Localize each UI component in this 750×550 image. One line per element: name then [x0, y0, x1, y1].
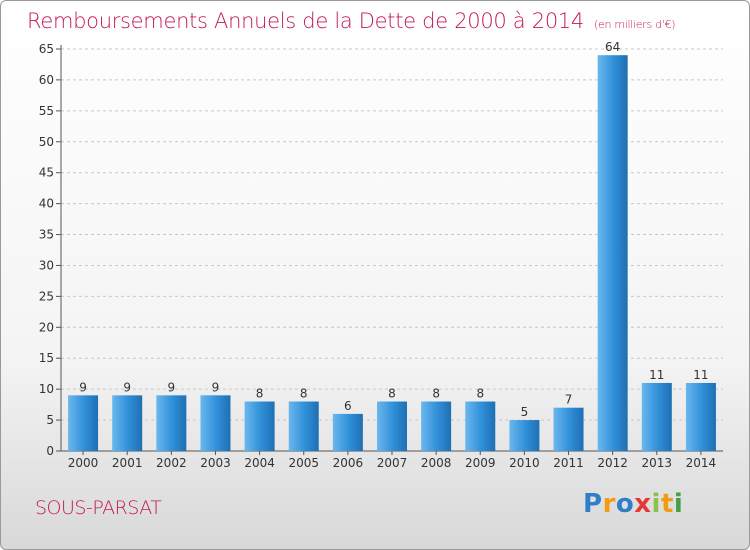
data-label: 9	[168, 380, 176, 394]
bar	[377, 401, 407, 451]
data-label: 7	[565, 393, 573, 407]
data-label: 64	[605, 40, 620, 54]
data-label: 5	[521, 405, 529, 419]
bar	[421, 401, 452, 451]
x-tick-label: 2014	[686, 456, 717, 470]
x-tick-label: 2010	[509, 456, 540, 470]
y-tick-label: 55	[39, 104, 54, 118]
chart-subtitle: (en milliers d'€)	[594, 18, 676, 31]
bar	[156, 395, 187, 451]
commune-name: SOUS-PARSAT	[35, 497, 162, 519]
y-tick-label: 65	[39, 42, 54, 56]
chart-title-text: Remboursements Annuels de la Dette de 20…	[27, 9, 584, 33]
y-tick-label: 20	[39, 320, 54, 334]
bar	[465, 401, 496, 451]
data-label: 8	[256, 387, 264, 401]
y-tick-label: 10	[39, 382, 54, 396]
bar	[332, 413, 363, 451]
y-tick-label: 40	[39, 197, 54, 211]
data-label: 11	[693, 368, 708, 382]
data-label: 8	[476, 387, 484, 401]
x-tick-label: 2000	[68, 456, 99, 470]
x-tick-label: 2007	[377, 456, 408, 470]
x-tick-label: 2012	[597, 456, 628, 470]
data-label: 8	[432, 387, 440, 401]
bar	[685, 382, 716, 451]
x-tick-label: 2002	[156, 456, 187, 470]
bar	[112, 395, 143, 451]
chart-title: Remboursements Annuels de la Dette de 20…	[27, 9, 675, 33]
x-tick-label: 2006	[333, 456, 364, 470]
logo-letter: t	[660, 489, 674, 519]
proxiti-logo: Proxiti	[583, 489, 683, 519]
y-tick-label: 25	[39, 289, 54, 303]
x-tick-label: 2004	[244, 456, 275, 470]
logo-letter: P	[583, 489, 603, 519]
bar	[288, 401, 319, 451]
data-label: 8	[388, 387, 396, 401]
data-label: 6	[344, 399, 352, 413]
x-tick-label: 2013	[642, 456, 673, 470]
data-label: 8	[300, 387, 308, 401]
x-tick-label: 2008	[421, 456, 452, 470]
y-tick-label: 30	[39, 258, 54, 272]
logo-letter: o	[615, 489, 635, 519]
data-label: 9	[123, 380, 131, 394]
bar	[597, 55, 628, 451]
x-tick-label: 2011	[553, 456, 584, 470]
x-tick-label: 2001	[112, 456, 143, 470]
logo-letter: x	[634, 489, 652, 519]
y-tick-label: 0	[46, 444, 54, 458]
logo-letter: i	[673, 489, 684, 519]
logo-letter: i	[651, 489, 661, 519]
bar	[509, 420, 540, 451]
data-label: 9	[79, 380, 87, 394]
y-tick-label: 15	[39, 351, 54, 365]
x-tick-label: 2005	[288, 456, 319, 470]
bar	[200, 395, 231, 451]
x-tick-label: 2003	[200, 456, 231, 470]
y-tick-label: 60	[39, 73, 54, 87]
y-tick-label: 5	[46, 413, 54, 427]
bar	[68, 395, 99, 451]
logo-letter: r	[602, 489, 616, 519]
x-tick-label: 2009	[465, 456, 496, 470]
bar	[641, 382, 672, 451]
y-tick-label: 35	[39, 228, 54, 242]
bar	[553, 407, 584, 451]
bar	[244, 401, 275, 451]
y-tick-label: 50	[39, 135, 54, 149]
data-label: 11	[649, 368, 664, 382]
data-label: 9	[212, 380, 220, 394]
y-tick-label: 45	[39, 166, 54, 180]
